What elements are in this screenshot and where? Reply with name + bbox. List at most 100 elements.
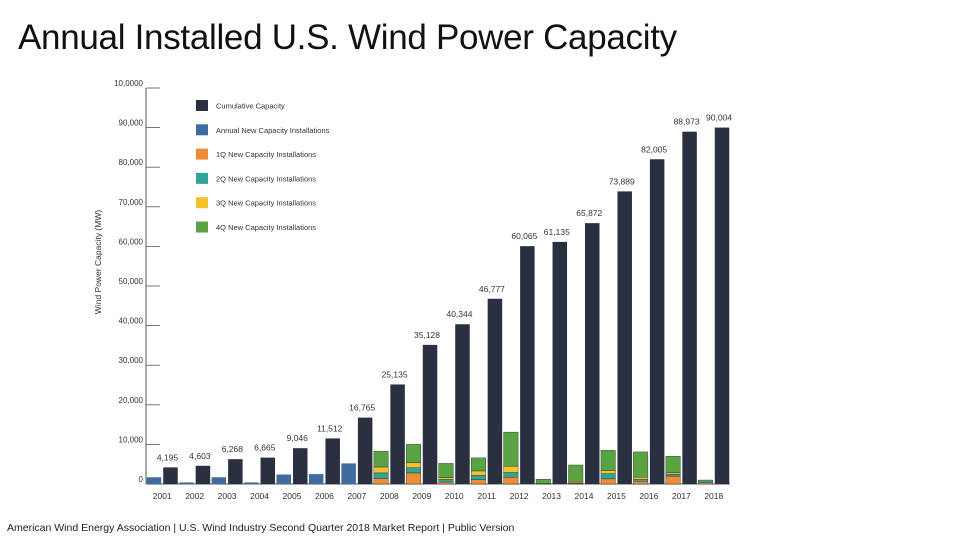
q3-bar-2011 — [470, 470, 486, 476]
cumulative-bar-2014 — [585, 223, 600, 484]
cumulative-value-label: 9,046 — [287, 433, 309, 443]
cumulative-value-label: 4,603 — [189, 451, 211, 461]
y-tick-labels: 0 10,000 20,000 30,000 40,000 50,000 60,000 70,… — [114, 79, 143, 484]
legend-swatch-q2 — [196, 172, 208, 184]
q3-bar-2014 — [568, 481, 584, 484]
annual-new-bar-2004 — [244, 482, 259, 484]
cumulative-bar-2002 — [195, 465, 211, 484]
cumulative-value-label: 6,268 — [222, 444, 244, 454]
q4-bar-2009 — [406, 444, 421, 463]
x-tick-label: 2016 — [639, 491, 658, 501]
x-tick-label: 2003 — [218, 491, 237, 501]
y-tick-label: 70,000 — [119, 198, 144, 207]
cumulative-value-label: 6,665 — [254, 443, 276, 453]
y-tick-label: 20,000 — [119, 396, 144, 405]
q4-bar-2015 — [600, 450, 616, 471]
legend-swatch-cumulative — [196, 100, 208, 111]
x-tick-labels: 2001 2002 2003 2004 2005 2006 2007 2008 2009 2010… — [153, 491, 724, 501]
q1-bar-2015 — [600, 478, 616, 485]
q2-bar-2010 — [438, 479, 454, 483]
cumulative-value-label: 46,777 — [479, 284, 505, 294]
cumulative-value-label: 65,872 — [576, 208, 602, 218]
q4-bar-2012 — [503, 431, 519, 467]
cumulative-bar-2017 — [682, 131, 697, 484]
cumulative-value-labels: 4,195 4,603 6,268 6,665 9,046 11,512 16,765 25,… — [157, 113, 732, 463]
cumulative-value-label: 35,128 — [414, 330, 440, 340]
q1-bar-2010 — [438, 481, 454, 485]
q1-bar-2017 — [665, 475, 681, 485]
q1-bar-2009 — [406, 472, 421, 485]
cumulative-bar-2008 — [390, 384, 405, 484]
x-tick-label: 2012 — [510, 491, 529, 501]
x-tick-label: 2010 — [445, 491, 464, 501]
q3-bar-2009 — [406, 462, 421, 468]
q4-bar-2010 — [438, 463, 454, 478]
y-tick-label: 50,000 — [119, 277, 144, 286]
legend-label-q2: 2Q New Capacity Installations — [216, 174, 316, 183]
q3-bar-2012 — [503, 465, 519, 473]
q3-bar-2015 — [600, 470, 616, 474]
x-tick-label: 2008 — [380, 491, 399, 501]
slide-title: Annual Installed U.S. Wind Power Capacit… — [18, 18, 677, 57]
cumulative-bar-2004 — [260, 457, 276, 484]
annual-new-bar-2007 — [341, 463, 356, 484]
cumulative-value-label: 11,512 — [317, 423, 343, 433]
annual-new-bar-2005 — [276, 474, 291, 484]
annual-new-bar-2002 — [179, 482, 194, 484]
cumulative-bar-2006 — [325, 438, 340, 484]
cumulative-value-label: 40,344 — [446, 309, 472, 319]
axes — [145, 88, 730, 485]
annual-new-bar-2001 — [146, 477, 162, 484]
y-tick-label: 0 — [139, 475, 144, 484]
cumulative-bar-2018 — [714, 127, 730, 484]
x-tick-label: 2002 — [185, 491, 204, 501]
y-tick-label: 80,000 — [119, 158, 144, 167]
q2-bar-2017 — [665, 473, 681, 477]
x-tick-label: 2014 — [575, 491, 594, 501]
q2-bar-2009 — [406, 467, 421, 474]
q4-bar-2017 — [665, 456, 681, 473]
q1-bar-2018 — [698, 482, 713, 485]
q2-bar-2018 — [698, 479, 713, 483]
q3-bar-2017 — [665, 472, 681, 475]
legend: Cumulative Capacity Annual New Capacity I… — [196, 100, 330, 233]
q4-bar-2016 — [633, 451, 649, 478]
x-tick-label: 2007 — [347, 491, 366, 501]
x-tick-label: 2005 — [283, 491, 302, 501]
x-tick-label: 2015 — [607, 491, 626, 501]
cumulative-bar-2013 — [552, 241, 568, 484]
x-tick-label: 2006 — [315, 491, 334, 501]
y-axis-label: Wind Power Capacity (MW) — [93, 210, 103, 315]
cumulative-bar-2003 — [228, 459, 243, 484]
cumulative-bar-2010 — [455, 324, 470, 484]
cumulative-value-label: 90,004 — [706, 113, 732, 123]
footer-source: American Wind Energy Association | U.S. … — [7, 522, 515, 534]
legend-swatch-annual — [196, 124, 208, 136]
cumulative-bar-2005 — [293, 448, 308, 484]
x-tick-label: 2017 — [672, 491, 691, 501]
cumulative-value-label: 60,065 — [511, 231, 537, 241]
annual-new-bar-2006 — [308, 474, 324, 484]
y-tick-label: 90,000 — [119, 119, 144, 128]
legend-label-cumulative: Cumulative Capacity — [216, 102, 285, 111]
q3-bar-2016 — [633, 477, 649, 480]
annual-new-bar-2003 — [211, 477, 227, 484]
cumulative-value-label: 73,889 — [609, 176, 635, 186]
q2-bar-2015 — [600, 473, 616, 480]
cumulative-bar-2015 — [617, 191, 632, 484]
y-tick-label: 10,000 — [119, 435, 144, 444]
cumulative-value-label: 88,973 — [674, 117, 700, 127]
legend-label-q4: 4Q New Capacity Installations — [216, 223, 316, 232]
cumulative-bar-2016 — [649, 159, 665, 484]
legend-label-annual: Annual New Capacity Installations — [216, 126, 330, 135]
y-gridlines — [146, 87, 160, 485]
x-tick-label: 2004 — [250, 491, 269, 501]
q1-bar-2011 — [470, 479, 486, 485]
legend-swatch-q4 — [196, 221, 208, 233]
x-tick-label: 2011 — [478, 491, 497, 501]
q4-bar-2013 — [535, 479, 551, 484]
bars — [146, 127, 730, 485]
q1-bar-2008 — [373, 478, 389, 485]
cumulative-bar-2001 — [163, 467, 178, 484]
q2-bar-2011 — [470, 475, 486, 480]
